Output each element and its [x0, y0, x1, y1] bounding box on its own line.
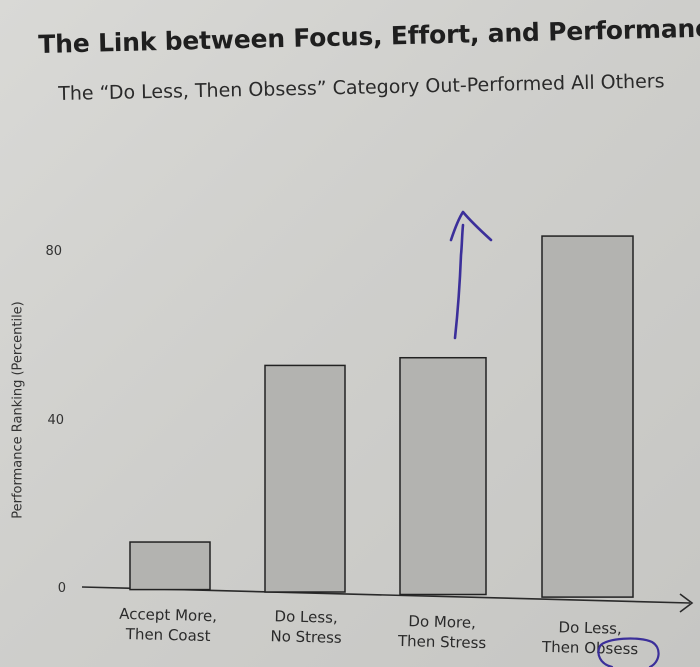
bar: [264, 364, 346, 593]
handwritten-circle-annotation: [597, 637, 660, 667]
y-tick-label: 0: [58, 581, 66, 596]
bar: [129, 541, 211, 591]
bar: [399, 356, 487, 596]
x-tick-label: Do Less,: [558, 618, 622, 638]
handwritten-arrow-head-icon: [449, 210, 493, 242]
x-tick-label: Then Coast: [125, 625, 211, 645]
y-tick-label: 40: [47, 413, 64, 428]
x-tick-label: Then Stress: [397, 632, 487, 652]
x-axis-arrow-icon: [679, 593, 694, 613]
y-tick-label: 80: [45, 244, 62, 259]
x-tick-label: Accept More,: [119, 605, 217, 625]
x-tick-label: Do Less,: [274, 607, 338, 627]
x-tick-label: No Stress: [270, 627, 342, 647]
handwritten-arrow-shaft: [453, 223, 465, 340]
x-tick-label: Then Obsess: [541, 638, 639, 658]
x-tick-label: Do More,: [408, 612, 476, 632]
bar: [541, 235, 634, 598]
